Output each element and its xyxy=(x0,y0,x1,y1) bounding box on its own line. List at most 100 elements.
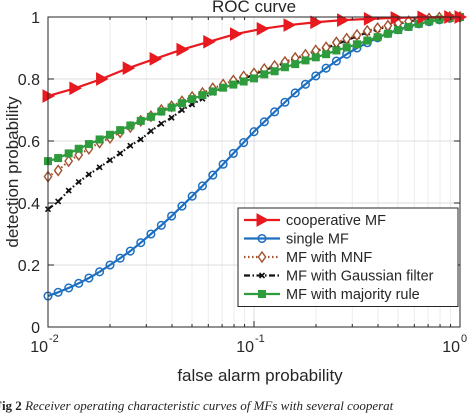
data-point xyxy=(362,24,372,38)
data-point xyxy=(53,287,63,297)
data-point xyxy=(177,99,186,108)
data-point xyxy=(322,50,331,59)
y-tick-label: 0.4 xyxy=(18,196,40,213)
data-point xyxy=(208,87,217,96)
data-point xyxy=(125,246,135,256)
legend-item: single MF xyxy=(244,232,349,248)
data-point xyxy=(383,29,392,38)
data-point xyxy=(85,171,92,178)
legend-label: MF with majority rule xyxy=(286,287,420,303)
data-point xyxy=(95,267,105,277)
data-point xyxy=(352,40,361,49)
data-point xyxy=(270,107,280,117)
x-axis-label: false alarm probability xyxy=(177,366,343,385)
data-point xyxy=(250,74,258,83)
x-tick-label-exp: -1 xyxy=(255,333,265,345)
legend-item: cooperative MF xyxy=(244,213,386,229)
data-point xyxy=(256,21,270,36)
legend-swatch-marker xyxy=(257,250,267,264)
data-point xyxy=(167,211,177,221)
data-point xyxy=(116,126,125,135)
data-point xyxy=(321,63,331,73)
data-point xyxy=(137,136,144,143)
data-point xyxy=(228,148,238,158)
y-tick-label: 0.6 xyxy=(18,134,40,151)
data-point xyxy=(167,103,176,112)
data-point xyxy=(74,278,84,288)
data-point xyxy=(95,135,104,144)
legend-item: MF with MNF xyxy=(244,250,372,266)
legend-swatch-marker xyxy=(258,290,266,298)
data-point xyxy=(127,142,134,149)
data-point xyxy=(96,164,103,171)
data-point xyxy=(55,198,62,205)
data-point xyxy=(156,220,166,230)
legend-swatch-marker xyxy=(256,213,270,227)
data-point xyxy=(352,28,362,42)
data-point xyxy=(311,53,320,62)
data-point xyxy=(373,33,382,42)
data-point xyxy=(146,112,155,121)
data-point xyxy=(158,120,165,127)
data-point xyxy=(157,107,166,116)
data-point xyxy=(229,80,238,89)
data-point xyxy=(178,106,186,114)
data-point xyxy=(290,88,300,98)
data-point xyxy=(106,157,114,164)
data-point xyxy=(105,260,115,270)
data-point xyxy=(65,187,72,194)
y-tick-labels: 0 0.2 0.4 0.6 0.8 1 xyxy=(18,10,40,337)
data-point xyxy=(260,70,269,79)
y-tick-label: 0.8 xyxy=(18,72,40,89)
data-point xyxy=(291,60,300,69)
x-tick-label-base: 10 xyxy=(30,339,48,356)
data-point xyxy=(197,181,207,191)
legend-label: MF with Gaussian filter xyxy=(286,269,434,285)
data-point xyxy=(64,283,74,293)
data-point xyxy=(115,253,125,263)
data-point xyxy=(53,164,63,177)
data-point xyxy=(75,178,82,185)
data-point xyxy=(218,159,228,169)
legend-label: MF with MNF xyxy=(286,250,372,266)
data-point xyxy=(168,114,175,121)
roc-chart: 00.20.40.60.81 10 -2 10 -1 10 0 ROC curve fal… xyxy=(3,0,468,385)
y-tick-label: 0.2 xyxy=(18,258,40,275)
y-tick-label: 0 xyxy=(31,320,40,337)
data-point xyxy=(146,229,156,239)
data-point xyxy=(208,170,218,180)
data-point xyxy=(332,46,341,55)
legend-swatch-marker xyxy=(258,272,266,279)
data-point xyxy=(106,130,115,139)
x-tick-label-exp: -2 xyxy=(49,333,59,345)
data-point xyxy=(64,149,73,158)
chart-title: ROC curve xyxy=(212,0,296,16)
data-point xyxy=(363,36,372,45)
data-point xyxy=(117,150,124,157)
x-tick-labels: 10 -2 10 -1 10 0 xyxy=(30,333,467,356)
legend-item: MF with majority rule xyxy=(244,287,420,303)
series-line xyxy=(47,15,460,178)
x-tick-label: 10 0 xyxy=(442,333,467,356)
data-point xyxy=(283,18,297,32)
data-point xyxy=(280,97,290,107)
data-point xyxy=(147,128,155,135)
data-point xyxy=(69,81,82,96)
data-point xyxy=(435,15,444,24)
data-point xyxy=(126,121,135,130)
data-point xyxy=(311,71,321,81)
series-cooperative-mf xyxy=(42,10,468,103)
y-axis-label: detection probability xyxy=(3,96,22,248)
data-point xyxy=(404,22,413,31)
data-point xyxy=(64,154,74,168)
series-mf-with-majority-rule xyxy=(44,13,464,166)
data-point xyxy=(149,52,163,66)
data-point xyxy=(239,138,249,148)
x-tick-label-exp: 0 xyxy=(461,333,467,345)
tick-marks xyxy=(47,16,461,328)
x-tick-label-base: 10 xyxy=(442,339,460,356)
data-point xyxy=(176,42,190,57)
data-point xyxy=(122,61,136,75)
data-point xyxy=(203,34,216,49)
data-point xyxy=(301,56,310,65)
